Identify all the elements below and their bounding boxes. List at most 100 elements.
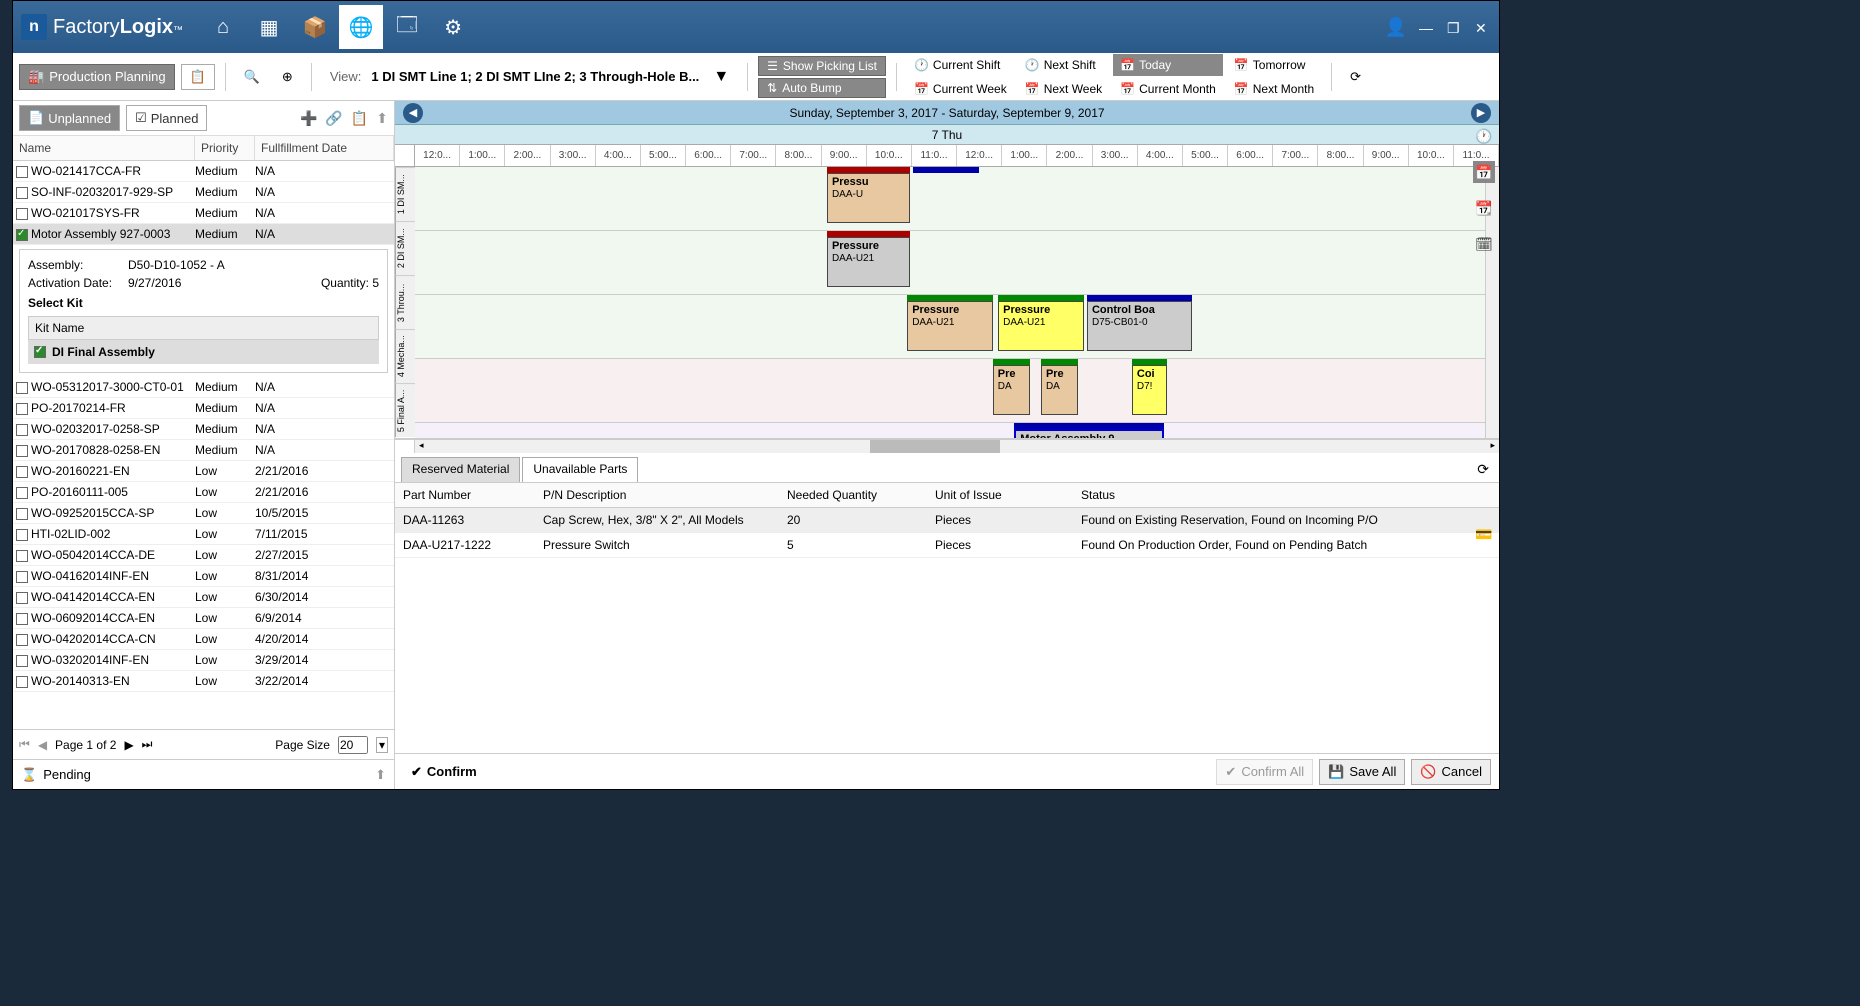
col-description[interactable]: P/N Description: [535, 483, 779, 507]
gantt-bar[interactable]: PressureDAA-U21: [907, 301, 993, 351]
row-checkbox[interactable]: [16, 508, 28, 520]
row-checkbox[interactable]: [16, 166, 28, 178]
tomorrow-button[interactable]: 📅Tomorrow: [1227, 54, 1321, 76]
col-fulfillment[interactable]: Fullfillment Date: [255, 136, 394, 160]
rail-month-icon[interactable]: 🗓: [1473, 233, 1495, 255]
table-row[interactable]: WO-03202014INF-ENLow3/29/2014: [13, 650, 394, 671]
row-checkbox[interactable]: [16, 187, 28, 199]
close-icon[interactable]: ✕: [1475, 20, 1491, 34]
gantt-bar[interactable]: PressureDAA-U21: [827, 237, 910, 287]
next-month-button[interactable]: 📅Next Month: [1227, 78, 1321, 100]
gantt-chart[interactable]: PressuDAA-UPressureDAA-U21PressureDAA-U2…: [415, 167, 1485, 438]
row-checkbox[interactable]: [16, 424, 28, 436]
next-page-icon[interactable]: ▶: [124, 738, 133, 752]
row-checkbox[interactable]: [16, 634, 28, 646]
home-icon[interactable]: ⌂: [201, 5, 245, 49]
cal-check-icon[interactable]: 📋: [351, 110, 368, 127]
prev-page-icon[interactable]: ◀: [38, 738, 47, 752]
rail-day-icon[interactable]: 📅: [1473, 161, 1495, 183]
gantt-bar[interactable]: PreDA: [1041, 365, 1078, 415]
table-row[interactable]: WO-06092014CCA-ENLow6/9/2014: [13, 608, 394, 629]
row-checkbox[interactable]: [16, 655, 28, 667]
production-planning-button[interactable]: 🏭 Production Planning: [19, 64, 175, 90]
row-checkbox[interactable]: [16, 403, 28, 415]
table-row[interactable]: WO-04142014CCA-ENLow6/30/2014: [13, 587, 394, 608]
next-week-button[interactable]: 📅Next Week: [1018, 78, 1109, 100]
table-row[interactable]: WO-20160221-ENLow2/21/2016: [13, 461, 394, 482]
table-row[interactable]: DAA-U217-1222Pressure Switch5PiecesFound…: [395, 533, 1499, 558]
col-priority[interactable]: Priority: [195, 136, 255, 160]
rail-clock-icon[interactable]: 🕐: [1473, 125, 1495, 147]
gantt-bar[interactable]: Control BoaD75-CB01-0: [1087, 301, 1192, 351]
target-icon[interactable]: ⊕: [274, 65, 301, 89]
table-row[interactable]: DAA-11263Cap Screw, Hex, 3/8" X 2", All …: [395, 508, 1499, 533]
table-row[interactable]: SO-INF-02032017-929-SPMediumN/A: [13, 182, 394, 203]
table-row[interactable]: WO-021417CCA-FRMediumN/A: [13, 161, 394, 182]
page-size-input[interactable]: [338, 736, 368, 754]
minimize-icon[interactable]: —: [1419, 20, 1435, 34]
first-page-icon[interactable]: ⏮: [19, 737, 30, 752]
tab-planned[interactable]: ☑Planned: [126, 105, 207, 131]
add-icon[interactable]: ➕: [300, 110, 317, 127]
row-checkbox[interactable]: [16, 487, 28, 499]
current-month-button[interactable]: 📅Current Month: [1113, 78, 1223, 100]
col-unit[interactable]: Unit of Issue: [927, 483, 1073, 507]
refresh-icon[interactable]: ⟳: [1342, 65, 1369, 89]
tab-reserved-material[interactable]: Reserved Material: [401, 457, 520, 482]
box-icon[interactable]: 📦: [293, 5, 337, 49]
today-button[interactable]: 📅Today: [1113, 54, 1223, 76]
table-row[interactable]: WO-20170828-0258-ENMediumN/A: [13, 440, 394, 461]
table-row[interactable]: PO-20160111-005Low2/21/2016: [13, 482, 394, 503]
kit-checkbox[interactable]: [34, 346, 46, 358]
window-icon[interactable]: 🗔: [385, 5, 429, 49]
rail-card-icon[interactable]: 💳: [1473, 523, 1495, 545]
row-checkbox[interactable]: [16, 571, 28, 583]
row-checkbox[interactable]: [16, 445, 28, 457]
table-row[interactable]: PO-20170214-FRMediumN/A: [13, 398, 394, 419]
table-row[interactable]: WO-04202014CCA-CNLow4/20/2014: [13, 629, 394, 650]
filter-icon[interactable]: ▼: [705, 64, 737, 90]
auto-bump-button[interactable]: ⇅ Auto Bump: [758, 78, 886, 98]
col-name[interactable]: Name: [13, 136, 195, 160]
kit-row[interactable]: DI Final Assembly: [28, 340, 379, 364]
globe-icon[interactable]: 🌐: [339, 5, 383, 49]
confirm-button[interactable]: ✔Confirm: [403, 760, 485, 784]
row-checkbox[interactable]: [16, 229, 28, 241]
table-row[interactable]: WO-02032017-0258-SPMediumN/A: [13, 419, 394, 440]
row-checkbox[interactable]: [16, 529, 28, 541]
gantt-bar[interactable]: CoiD7!: [1132, 365, 1167, 415]
table-row[interactable]: WO-04162014INF-ENLow8/31/2014: [13, 566, 394, 587]
row-checkbox[interactable]: [16, 676, 28, 688]
last-page-icon[interactable]: ⏭: [142, 737, 153, 752]
gantt-hscroll[interactable]: ◂▸: [395, 439, 1499, 453]
row-checkbox[interactable]: [16, 208, 28, 220]
gantt-bar[interactable]: PressureDAA-U21: [998, 301, 1084, 351]
cancel-button[interactable]: 🚫Cancel: [1411, 759, 1491, 785]
col-part-number[interactable]: Part Number: [395, 483, 535, 507]
clipboard-icon[interactable]: 📋: [181, 64, 215, 90]
gantt-bar[interactable]: Motor Assembly 9D50-D10-1052 - A: [1014, 429, 1164, 439]
search-icon[interactable]: 🔍: [236, 65, 268, 89]
page-size-dropdown-icon[interactable]: ▾: [376, 737, 388, 753]
current-week-button[interactable]: 📅Current Week: [907, 78, 1014, 100]
table-row[interactable]: WO-05312017-3000-CT0-01MediumN/A: [13, 377, 394, 398]
table-row[interactable]: WO-09252015CCA-SPLow10/5/2015: [13, 503, 394, 524]
show-picking-button[interactable]: ☰ Show Picking List: [758, 56, 886, 76]
gantt-bar[interactable]: PressuDAA-U: [827, 173, 910, 223]
tab-unavailable-parts[interactable]: Unavailable Parts: [522, 457, 638, 482]
row-checkbox[interactable]: [16, 592, 28, 604]
table-row[interactable]: WO-20140313-ENLow3/22/2014: [13, 671, 394, 692]
confirm-all-button[interactable]: ✔Confirm All: [1216, 759, 1313, 785]
current-shift-button[interactable]: 🕐Current Shift: [907, 54, 1014, 76]
tab-unplanned[interactable]: 📄Unplanned: [19, 105, 120, 131]
row-checkbox[interactable]: [16, 550, 28, 562]
settings-icon[interactable]: ⚙: [431, 5, 475, 49]
row-checkbox[interactable]: [16, 382, 28, 394]
user-icon[interactable]: 👤: [1385, 17, 1407, 38]
rail-week-icon[interactable]: 📆: [1473, 197, 1495, 219]
table-row[interactable]: Motor Assembly 927-0003MediumN/A: [13, 224, 394, 245]
maximize-icon[interactable]: ❐: [1447, 20, 1463, 34]
grid-icon[interactable]: ▦: [247, 5, 291, 49]
next-date-icon[interactable]: ▶: [1471, 103, 1491, 123]
next-shift-button[interactable]: 🕐Next Shift: [1018, 54, 1109, 76]
